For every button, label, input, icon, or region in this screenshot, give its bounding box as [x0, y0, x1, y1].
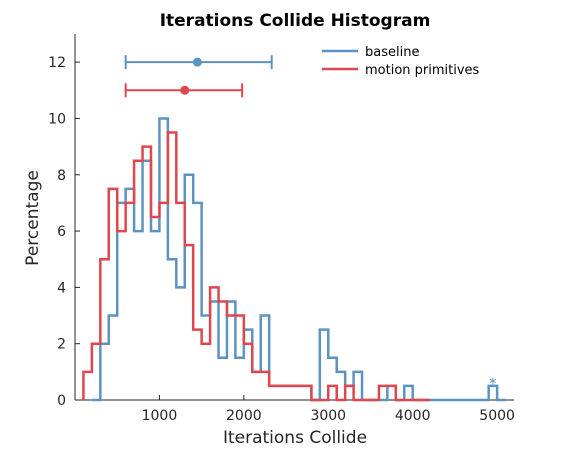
y-tick-label: 6 [57, 224, 66, 240]
histogram-series-motion-primitives [82, 131, 430, 402]
x-tick-label: 4000 [395, 408, 431, 424]
x-axis-label: Iterations Collide [223, 428, 367, 448]
y-tick-label: 2 [57, 337, 66, 353]
errorbar-baseline [124, 55, 273, 70]
legend: baseline motion primitives [322, 45, 480, 78]
legend-entry-label: baseline [365, 45, 419, 60]
legend-entry-label: motion primitives [365, 63, 480, 78]
mean-marker [192, 57, 202, 67]
x-tick-label: 1000 [142, 408, 178, 424]
series-layer [82, 117, 506, 402]
chart-title: Iterations Collide Histogram [160, 11, 431, 31]
y-tick-label: 8 [57, 168, 66, 184]
annotation-asterisk: * [489, 374, 497, 392]
y-tick-label: 0 [57, 393, 66, 409]
y-tick-label: 10 [48, 111, 66, 127]
errorbar-layer: * [124, 55, 497, 392]
axes: 1000 2000 3000 4000 5000 0 2 4 6 8 10 12 [48, 34, 515, 424]
mean-marker [180, 85, 190, 95]
x-tick-label: 5000 [479, 408, 515, 424]
x-tick-label: 3000 [310, 408, 346, 424]
y-axis-label: Percentage [23, 170, 43, 266]
errorbar-motion-primitives [124, 83, 244, 98]
histogram-series-baseline [91, 117, 506, 402]
x-tick-label: 2000 [226, 408, 262, 424]
y-tick-label: 12 [48, 55, 66, 71]
y-tick-label: 4 [57, 280, 66, 296]
